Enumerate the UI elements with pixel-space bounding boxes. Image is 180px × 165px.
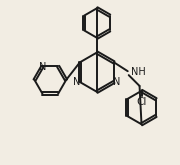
Text: N: N (73, 77, 81, 87)
Text: NH: NH (131, 67, 145, 77)
Text: N: N (39, 62, 46, 72)
Text: N: N (113, 77, 121, 87)
Text: Cl: Cl (136, 97, 147, 107)
